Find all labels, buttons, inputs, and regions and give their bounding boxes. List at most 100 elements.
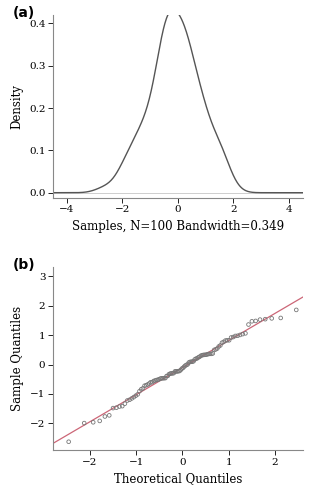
Point	[223, 336, 228, 344]
Point	[183, 362, 188, 370]
Point	[120, 402, 125, 410]
Point	[167, 370, 172, 378]
X-axis label: Samples, N=100 Bandwidth=0.349: Samples, N=100 Bandwidth=0.349	[72, 220, 284, 233]
Point	[196, 354, 201, 362]
Point	[176, 367, 181, 375]
Point	[158, 374, 163, 382]
Point	[154, 376, 159, 384]
Point	[198, 352, 203, 360]
Point	[249, 318, 254, 326]
Y-axis label: Density: Density	[10, 84, 23, 129]
Point	[227, 336, 232, 344]
Point	[164, 372, 169, 380]
Point	[269, 314, 274, 322]
Point	[177, 367, 182, 375]
Point	[151, 377, 156, 385]
Point	[221, 338, 226, 346]
Point	[163, 374, 168, 382]
Point	[257, 316, 262, 324]
Point	[173, 368, 178, 376]
Point	[182, 362, 187, 370]
Point	[212, 346, 217, 354]
Point	[144, 381, 149, 389]
Point	[168, 370, 173, 378]
Point	[114, 404, 119, 411]
Point	[133, 392, 138, 400]
Point	[278, 314, 283, 322]
Point	[202, 351, 207, 359]
Point	[207, 350, 212, 358]
Point	[159, 374, 164, 382]
Point	[155, 376, 160, 384]
Point	[142, 382, 147, 390]
Point	[162, 374, 167, 382]
Point	[253, 317, 258, 325]
Point	[246, 320, 251, 328]
Point	[137, 388, 142, 396]
Point	[140, 384, 145, 392]
Point	[178, 366, 183, 374]
Point	[192, 356, 197, 364]
Point	[243, 330, 248, 338]
Point	[171, 369, 176, 377]
Point	[263, 315, 268, 323]
Point	[210, 350, 215, 358]
Point	[190, 358, 195, 366]
Point	[225, 336, 230, 344]
Point	[129, 394, 134, 402]
Point	[205, 350, 210, 358]
Point	[125, 396, 130, 404]
Point	[184, 361, 189, 369]
Point	[135, 390, 140, 398]
Point	[186, 358, 191, 366]
Point	[181, 364, 186, 372]
Point	[127, 396, 132, 404]
Point	[185, 360, 190, 368]
Point	[66, 438, 71, 446]
Point	[179, 364, 184, 372]
Point	[157, 376, 162, 384]
Point	[175, 368, 180, 376]
Point	[173, 368, 178, 376]
Point	[195, 354, 200, 362]
Point	[107, 412, 112, 420]
Point	[191, 357, 196, 365]
Point	[117, 402, 122, 410]
Point	[189, 358, 194, 366]
Point	[110, 404, 115, 412]
Point	[91, 418, 96, 426]
Point	[206, 350, 211, 358]
Y-axis label: Sample Quantiles: Sample Quantiles	[12, 306, 24, 411]
Point	[237, 331, 242, 339]
Point	[139, 385, 144, 393]
Text: (a): (a)	[13, 6, 35, 20]
Point	[240, 330, 245, 338]
X-axis label: Theoretical Quantiles: Theoretical Quantiles	[114, 472, 242, 485]
Point	[218, 342, 223, 349]
Point	[231, 333, 236, 341]
Point	[131, 393, 136, 401]
Point	[169, 370, 174, 378]
Point	[233, 332, 238, 340]
Point	[150, 378, 155, 386]
Point	[235, 332, 240, 340]
Point	[165, 372, 170, 380]
Text: (b): (b)	[13, 258, 36, 272]
Point	[200, 351, 205, 359]
Point	[153, 376, 158, 384]
Point	[148, 378, 153, 386]
Point	[170, 370, 175, 378]
Point	[188, 358, 193, 366]
Point	[193, 354, 198, 362]
Point	[220, 338, 225, 346]
Point	[201, 351, 206, 359]
Point	[216, 342, 221, 350]
Point	[122, 400, 127, 407]
Point	[97, 417, 102, 425]
Point	[197, 353, 202, 361]
Point	[203, 350, 208, 358]
Point	[215, 344, 220, 352]
Point	[147, 380, 152, 388]
Point	[160, 374, 165, 382]
Point	[102, 412, 107, 420]
